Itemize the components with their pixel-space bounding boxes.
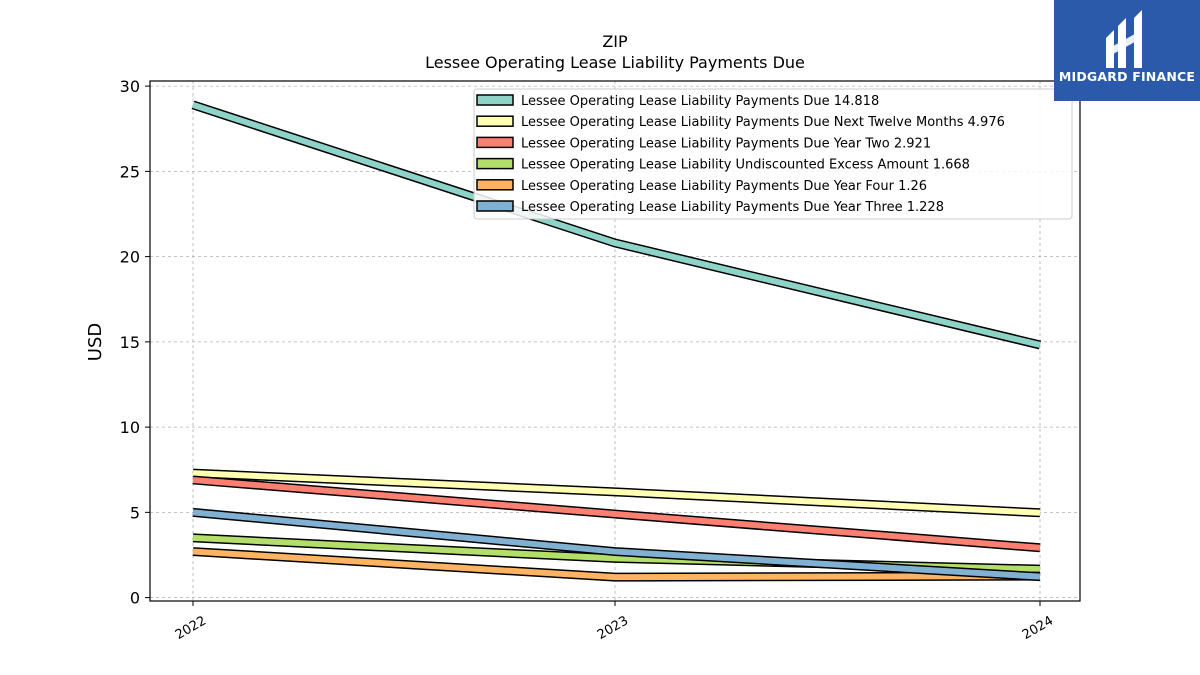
series-line-5 xyxy=(192,548,1041,581)
legend-label: Lessee Operating Lease Liability Payment… xyxy=(521,115,1005,130)
y-tick-label: 0 xyxy=(130,589,140,608)
legend-swatch xyxy=(476,115,514,127)
logo-mark-icon xyxy=(1106,10,1142,68)
legend-label: Lessee Operating Lease Liability Payment… xyxy=(521,200,944,215)
chart-subtitle: Lessee Operating Lease Liability Payment… xyxy=(425,53,805,72)
legend-frame xyxy=(473,88,1073,220)
series-line-2 xyxy=(192,470,1041,516)
y-tick-label: 5 xyxy=(130,503,140,522)
legend-swatch xyxy=(476,136,514,149)
legend-label: Lessee Operating Lease Liability Payment… xyxy=(521,136,931,151)
legend-swatch xyxy=(476,157,514,170)
series-line-6 xyxy=(192,509,1041,580)
y-tick-label: 20 xyxy=(120,248,140,267)
x-tick-label: 2022 xyxy=(173,613,209,643)
y-tick-label: 25 xyxy=(120,162,140,181)
legend-label: Lessee Operating Lease Liability Payment… xyxy=(521,179,927,194)
series-layer xyxy=(191,100,1042,582)
legend-swatch xyxy=(476,94,514,106)
legend-label: Lessee Operating Lease Liability Payment… xyxy=(521,94,879,109)
legend-swatch xyxy=(476,200,514,212)
y-tick-label: 15 xyxy=(120,333,140,352)
logo-text: MIDGARD FINANCE xyxy=(1058,69,1196,84)
y-tick-label: 10 xyxy=(120,418,140,437)
legend: Lessee Operating Lease Liability Payment… xyxy=(473,88,1073,220)
series-line-1 xyxy=(192,102,1041,348)
legend-label: Lessee Operating Lease Liability Undisco… xyxy=(521,158,970,173)
series-line-3 xyxy=(192,476,1041,551)
legend-swatch xyxy=(476,179,514,191)
chart-title: ZIP xyxy=(602,32,628,51)
x-tick-label: 2024 xyxy=(1020,613,1056,643)
x-axis: 2022 2023 2024 xyxy=(173,601,1056,643)
brand-logo: MIDGARD FINANCE xyxy=(1054,0,1200,101)
x-tick-label: 2023 xyxy=(595,613,631,643)
y-tick-label: 30 xyxy=(120,77,140,96)
y-axis: 0 5 10 15 20 25 30 xyxy=(120,77,150,608)
y-axis-label: USD xyxy=(85,323,106,361)
